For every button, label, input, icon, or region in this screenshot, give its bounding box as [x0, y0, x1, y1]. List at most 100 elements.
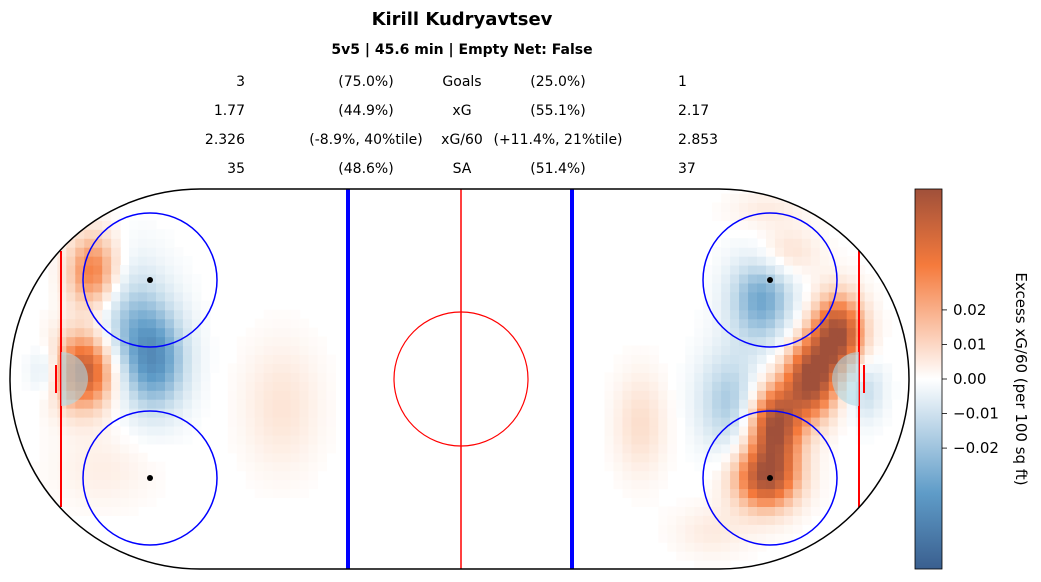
heatmap-cell: [810, 300, 821, 311]
heatmap-cell: [721, 533, 731, 543]
heatmap-cell: [765, 533, 776, 543]
heatmap-cell: [819, 273, 830, 284]
heatmap-cell: [129, 390, 139, 400]
heatmap-cell: [299, 434, 310, 445]
heatmap-cell: [299, 470, 310, 481]
heatmap-cell: [712, 265, 722, 275]
heatmap-cell: [828, 238, 839, 248]
heatmap-cell: [730, 327, 740, 338]
heatmap-cell: [864, 363, 875, 373]
heatmap-cell: [757, 488, 767, 499]
heatmap-cell: [873, 363, 884, 373]
heatmap-cell: [75, 434, 85, 445]
heatmap-cell: [658, 524, 668, 534]
heatmap-cell: [757, 408, 767, 418]
heatmap-cell: [819, 470, 830, 481]
heatmap-cell: [317, 354, 328, 364]
heatmap-cell: [227, 408, 238, 418]
heatmap-cell: [39, 443, 49, 454]
heatmap-cell: [93, 381, 103, 391]
heatmap-cell: [837, 282, 848, 293]
heatmap-cell: [129, 220, 139, 230]
heatmap-cell: [191, 363, 202, 373]
heatmap-cell: [299, 318, 310, 329]
heatmap-cell: [93, 220, 103, 230]
heatmap-cell: [263, 354, 274, 364]
heatmap-cell: [317, 372, 328, 382]
heatmap-cell: [263, 452, 274, 463]
heatmap-cell: [227, 425, 238, 436]
heatmap-cell: [245, 417, 256, 427]
heatmap-cell: [308, 461, 319, 472]
heatmap-cell: [39, 425, 49, 436]
heatmap-cell: [191, 408, 202, 418]
heatmap-cell: [120, 336, 130, 347]
heatmap-cell: [667, 452, 677, 463]
heatmap-cell: [712, 363, 722, 373]
heatmap-cell: [748, 390, 758, 400]
heatmap-cell: [236, 399, 247, 409]
heatmap-cell: [846, 318, 857, 329]
heatmap-cell: [810, 461, 821, 472]
heatmap-cell: [774, 354, 785, 364]
heatmap-cell: [864, 354, 875, 364]
heatmap-cell: [129, 399, 139, 409]
heatmap-cell: [138, 309, 148, 320]
heatmap-cell: [703, 560, 713, 569]
heatmap-cell: [837, 318, 848, 329]
heatmap-cell: [254, 425, 265, 436]
heatmap-cell: [164, 327, 175, 338]
heatmap-cell: [730, 551, 740, 561]
heatmap-cell: [801, 515, 812, 525]
heatmap-cell: [712, 443, 722, 454]
heatmap-cell: [828, 247, 839, 257]
heatmap-cell: [828, 425, 839, 436]
heatmap-cell: [102, 408, 112, 418]
heatmap-cell: [622, 425, 633, 436]
heatmap-cell: [685, 506, 695, 516]
heatmap-cell: [685, 497, 695, 507]
heatmap-cell: [649, 452, 659, 463]
heatmap-cell: [801, 470, 812, 481]
heatmap-cell: [658, 425, 668, 436]
heatmap-cell: [819, 354, 830, 364]
heatmap-cell: [828, 417, 839, 427]
heatmap-cell: [864, 318, 875, 329]
heatmap-cell: [245, 479, 256, 490]
heatmap-cell: [730, 497, 740, 507]
heatmap-cell: [694, 497, 704, 507]
heatmap-cell: [272, 461, 283, 472]
heatmap-cell: [156, 309, 166, 320]
heatmap-cell: [757, 291, 767, 302]
heatmap-cell: [757, 434, 767, 445]
heatmap-cell: [828, 363, 839, 373]
heatmap-cell: [272, 381, 283, 391]
heatmap-cell: [48, 488, 58, 499]
heatmap-cell: [75, 256, 85, 266]
heatmap-cell: [138, 417, 148, 427]
xg-against: 2.17: [678, 103, 710, 119]
heatmap-cell: [48, 309, 58, 320]
faceoff-circle-bottom-right: [702, 410, 838, 546]
heatmap-cell: [748, 211, 758, 221]
heatmap-cell: [299, 417, 310, 427]
heatmap-cell: [765, 434, 776, 445]
heatmap-cell: [649, 434, 659, 445]
heatmap-cell: [48, 345, 58, 356]
heatmap-cell: [75, 399, 85, 409]
heatmap-cell: [120, 434, 130, 445]
heatmap-cell: [837, 345, 848, 356]
heatmap-cell: [739, 318, 749, 329]
heatmap-cell: [828, 256, 839, 266]
heatmap-cell: [631, 399, 641, 409]
heatmap-cell: [712, 533, 722, 543]
heatmap-cell: [263, 443, 274, 454]
heatmap-cell: [730, 318, 740, 329]
heatmap-cell: [703, 273, 713, 284]
heatmap-cell: [801, 345, 812, 356]
heatmap-cell: [622, 417, 633, 427]
heatmap-cell: [712, 309, 722, 320]
heatmap-cell: [801, 425, 812, 436]
heatmap-cell: [326, 372, 337, 382]
heatmap-cell: [828, 399, 839, 409]
